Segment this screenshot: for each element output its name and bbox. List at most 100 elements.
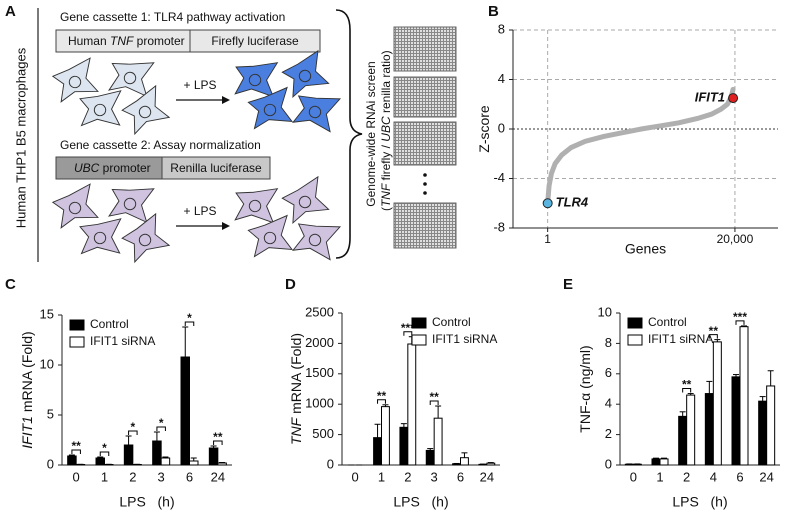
x-axis-label: LPS (h) — [393, 494, 448, 510]
y-tick-label: 2000 — [305, 335, 334, 350]
cell-body — [247, 86, 293, 130]
nucleus — [308, 233, 322, 247]
error-bar — [741, 325, 747, 327]
significance-label: ** — [682, 378, 692, 392]
curve — [545, 86, 736, 206]
x-tick-label: 0 — [73, 469, 80, 484]
error-bar — [182, 326, 189, 357]
y-tick-label: 4 — [605, 396, 612, 411]
x-axis-label: Genes — [625, 241, 666, 257]
significance-label: * — [130, 420, 135, 434]
error-bar — [767, 370, 774, 386]
error-bar — [435, 405, 442, 419]
y-tick-label: 6 — [605, 365, 612, 380]
legend-label: Control — [432, 315, 471, 329]
legend-swatch — [69, 319, 85, 331]
plate — [393, 121, 457, 166]
y-axis-label: IFIT1 mRNA (Fold) — [19, 331, 35, 448]
x-tick-label: 3 — [431, 469, 438, 484]
error-bar — [661, 457, 667, 459]
error-bar — [68, 454, 75, 456]
y-tick-label: 0 — [327, 456, 334, 471]
bar — [659, 458, 669, 466]
cassette-title: Gene cassette 2: Assay normalization — [60, 138, 261, 152]
bar — [208, 447, 219, 466]
significance-bracket — [99, 451, 110, 456]
significance-bracket — [213, 440, 223, 445]
y-tick-label: 10 — [598, 304, 612, 319]
y-axis-label: TNF mRNA (Fold) — [288, 333, 304, 445]
nucleus — [263, 231, 277, 245]
x-tick-label: 2 — [404, 469, 411, 484]
point-label: IFIT1 — [695, 90, 725, 105]
y-label-part: mRNA (Fold) — [19, 331, 35, 416]
x-tick-label: 6 — [457, 469, 464, 484]
legend-label: IFIT1 siRNA — [90, 334, 155, 348]
significance-bracket — [377, 399, 386, 404]
ellipsis-dot — [423, 173, 427, 177]
y-tick-label: 1000 — [305, 396, 334, 411]
legend-swatch — [411, 334, 427, 346]
x-tick-label: 2 — [129, 469, 136, 484]
nucleus — [248, 199, 262, 213]
y-axis-label: TNF-α (ng/ml) — [577, 345, 593, 432]
error-bar — [162, 456, 169, 458]
bar — [712, 341, 722, 466]
y-tick-label: 8 — [498, 21, 505, 36]
bar — [739, 326, 749, 466]
cell-body — [281, 175, 330, 225]
cell — [51, 57, 99, 103]
bar — [766, 385, 776, 466]
x-tick-label: 4 — [710, 469, 717, 484]
significance-label: ** — [71, 439, 81, 453]
panel-a: A Human THP1 B5 macrophages Gene cassett… — [5, 3, 457, 262]
cell-body — [291, 223, 342, 261]
significance-bracket — [71, 449, 81, 454]
bar — [678, 415, 688, 466]
point-label: TLR4 — [556, 195, 589, 210]
promoter: Human TNF promoter — [45, 34, 202, 48]
cell-line: Human THP1 B5 macrophages — [13, 47, 28, 228]
error-bar — [374, 423, 381, 438]
error-bar — [714, 339, 721, 342]
bar — [407, 343, 417, 466]
cell-body — [121, 84, 171, 136]
cell-body — [291, 95, 342, 133]
cell — [121, 84, 171, 136]
cell-body — [108, 188, 155, 224]
cell-body — [79, 90, 122, 127]
y-label-part: mRNA (Fold) — [288, 333, 304, 418]
bar — [189, 460, 199, 466]
cell — [108, 188, 155, 224]
y-tick-label: 5 — [47, 406, 54, 421]
nucleus — [298, 69, 312, 83]
nucleus — [93, 231, 107, 245]
error-bar — [190, 457, 197, 461]
cell-body — [51, 57, 99, 103]
legend-label: IFIT1 siRNA — [432, 332, 497, 346]
error-bar — [153, 431, 160, 441]
highlight-point — [542, 198, 553, 209]
error-bar — [210, 445, 217, 448]
nucleus — [93, 103, 107, 117]
reporter: Firefly luciferase — [211, 34, 299, 48]
legend-label: Control — [90, 317, 129, 331]
promoter: UBC promoter — [51, 161, 168, 175]
significance-label: ** — [377, 389, 387, 403]
y-tick-label: 8 — [605, 335, 612, 350]
cell — [247, 214, 293, 258]
nucleus — [138, 233, 152, 247]
screen-title: Genome-wide RNAi screen — [364, 61, 378, 206]
bar — [217, 462, 227, 466]
nucleus — [138, 105, 152, 119]
y-label-part: TNF-α (ng/ml) — [577, 345, 593, 432]
cell — [247, 86, 293, 130]
nucleus — [123, 71, 137, 85]
cell-body — [281, 49, 330, 99]
arrow-head — [222, 96, 230, 104]
bar — [152, 440, 162, 466]
significance-label: * — [102, 441, 107, 455]
ellipsis-dot — [423, 182, 427, 186]
y-tick-label: 0 — [47, 456, 54, 471]
reporter-box — [189, 29, 321, 53]
